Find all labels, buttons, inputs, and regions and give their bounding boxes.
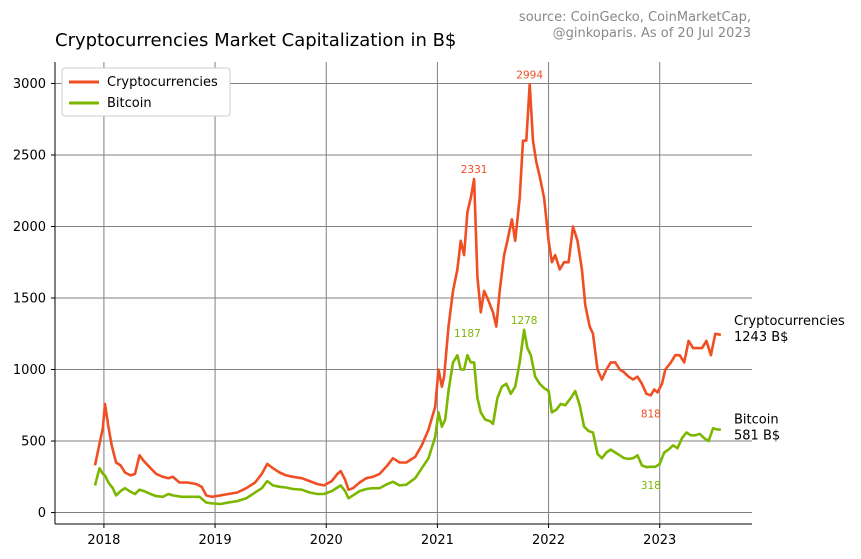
legend: Cryptocurrencies Bitcoin xyxy=(61,67,231,117)
y-tick-label: 1000 xyxy=(13,363,46,378)
legend-label-cryptocurrencies: Cryptocurrencies xyxy=(107,75,218,90)
annotation-cryptocurrencies: 2331 xyxy=(461,164,488,176)
y-tick-label: 3000 xyxy=(13,77,46,92)
y-tick-label: 500 xyxy=(21,435,46,450)
tick-labels: 2018 2019 2020 2021 2022 2023 0 500 1000 1500 2000… xyxy=(13,77,676,548)
series-lines xyxy=(93,83,722,506)
x-tick-label: 2018 xyxy=(87,533,120,548)
annotation-cryptocurrencies: 818 xyxy=(641,409,661,421)
x-tick-label: 2021 xyxy=(421,533,454,548)
series-line-cryptocurrencies xyxy=(93,83,722,499)
chart-title: Cryptocurrencies Market Capitalization i… xyxy=(55,30,456,51)
y-tick-label: 0 xyxy=(38,506,46,521)
annotation-bitcoin: 1278 xyxy=(511,315,538,327)
y-tick-label: 2000 xyxy=(13,220,46,235)
grid xyxy=(55,62,752,524)
end-label-cryptocurrencies: 1243 B$ xyxy=(734,330,788,345)
x-tick-label: 2019 xyxy=(199,533,232,548)
axes xyxy=(51,62,752,528)
x-tick-label: 2023 xyxy=(643,533,676,548)
series-line-bitcoin xyxy=(93,328,721,506)
end-label-bitcoin: Bitcoin xyxy=(734,412,779,427)
source-line-1: source: CoinGecko, CoinMarketCap, xyxy=(519,10,751,25)
end-label-cryptocurrencies: Cryptocurrencies xyxy=(734,314,845,329)
y-tick-label: 2500 xyxy=(13,148,46,163)
x-tick-label: 2022 xyxy=(532,533,565,548)
annotation-bitcoin: 1187 xyxy=(454,328,481,340)
x-tick-label: 2020 xyxy=(310,533,343,548)
annotation-bitcoin: 318 xyxy=(641,480,661,492)
legend-label-bitcoin: Bitcoin xyxy=(107,96,152,111)
source-line-2: @ginkoparis. As of 20 Jul 2023 xyxy=(553,26,751,41)
legend-box xyxy=(61,67,231,117)
annotation-cryptocurrencies: 2994 xyxy=(516,69,543,81)
peak-annotations: 2331 2994 818 1187 1278 318 xyxy=(454,69,661,492)
end-label-bitcoin: 581 B$ xyxy=(734,428,780,443)
y-tick-label: 1500 xyxy=(13,292,46,307)
